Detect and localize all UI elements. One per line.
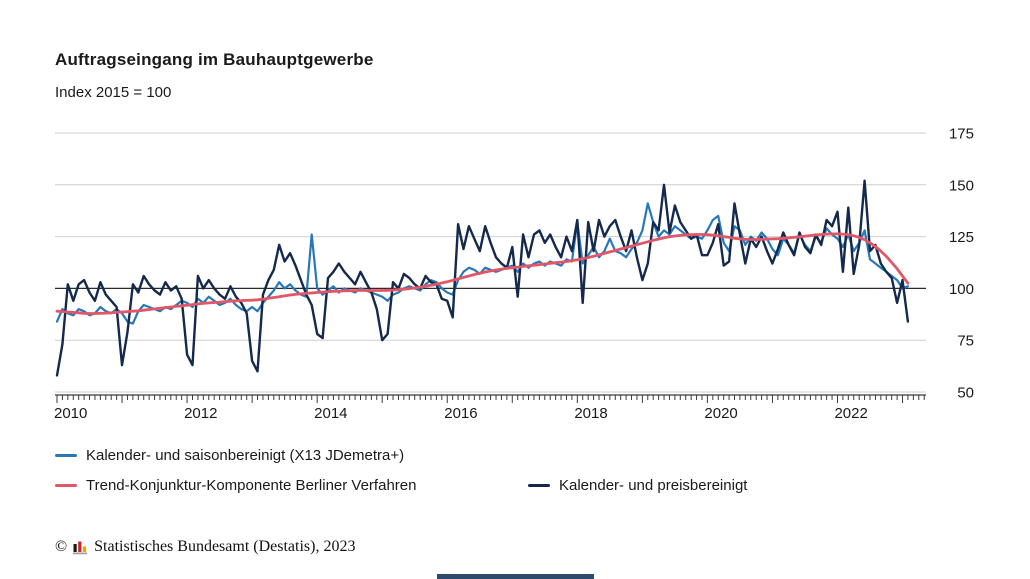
source-line: © Statistisches Bundesamt (Destatis), 20… (55, 538, 355, 556)
page-title: Auftragseingang im Bauhauptgewerbe (55, 50, 374, 69)
svg-text:175: 175 (949, 126, 974, 143)
chart-subtitle: Index 2015 = 100 (55, 84, 172, 101)
svg-text:2012: 2012 (184, 405, 217, 422)
svg-text:100: 100 (949, 281, 974, 298)
bottom-bar (437, 574, 594, 579)
svg-text:50: 50 (957, 385, 974, 402)
svg-text:2022: 2022 (834, 405, 867, 422)
svg-text:125: 125 (949, 229, 974, 246)
legend-item-saisonbereinigt: Kalender- und saisonbereinigt (X13 JDeme… (55, 447, 404, 464)
legend-label-trend: Trend-Konjunktur-Komponente Berliner Ver… (86, 477, 417, 494)
copyright-symbol: © (55, 538, 68, 555)
legend-swatch-navy (528, 484, 550, 487)
source-text: Statistisches Bundesamt (Destatis), 2023 (94, 538, 356, 555)
svg-text:2014: 2014 (314, 405, 347, 422)
legend-label-saisonbereinigt: Kalender- und saisonbereinigt (X13 JDeme… (86, 447, 405, 464)
svg-text:2010: 2010 (54, 405, 87, 422)
legend-label-preisbereinigt: Kalender- und preisbereinigt (559, 477, 748, 494)
legend-item-preisbereinigt: Kalender- und preisbereinigt (528, 477, 747, 494)
legend-item-trend: Trend-Konjunktur-Komponente Berliner Ver… (55, 477, 416, 494)
svg-text:75: 75 (957, 333, 974, 350)
svg-text:2018: 2018 (574, 405, 607, 422)
svg-text:150: 150 (949, 177, 974, 194)
chart-plot-area: 50 75 100 125 150 175 2010 2012 2014 2016 2018 2020… (54, 126, 974, 423)
legend-swatch-blue (55, 454, 77, 457)
svg-text:2016: 2016 (444, 405, 477, 422)
legend-swatch-red (55, 484, 77, 487)
svg-text:2020: 2020 (704, 405, 737, 422)
destatis-logo-icon (73, 541, 88, 555)
